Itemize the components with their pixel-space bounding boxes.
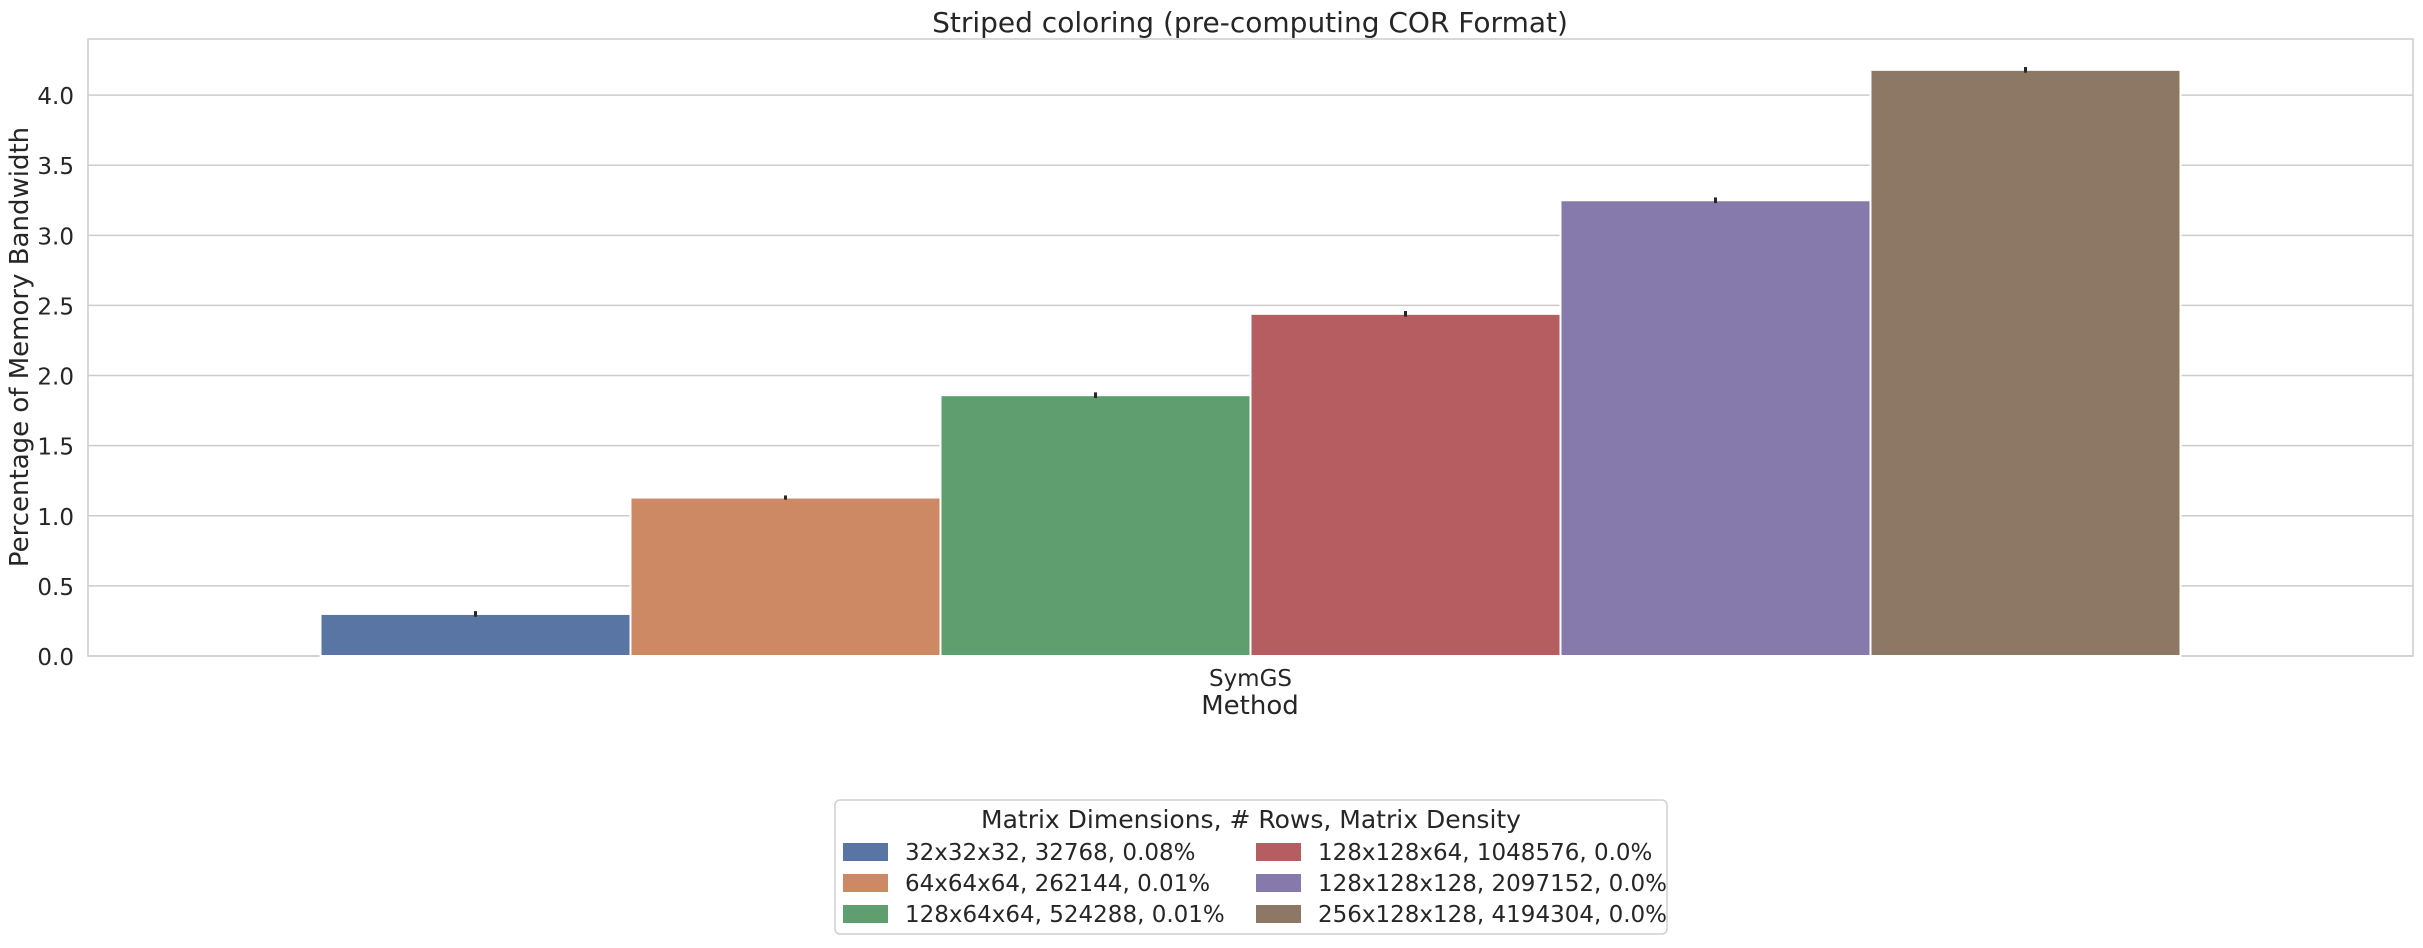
y-tick-label: 0.0 <box>37 645 74 671</box>
legend-items: 32x32x32, 32768, 0.08% 64x64x64, 262144, … <box>843 840 1667 928</box>
y-tick-label: 0.5 <box>37 575 74 601</box>
bar <box>1869 68 2182 658</box>
legend-swatch <box>1256 843 1301 861</box>
legend-label: 32x32x32, 32768, 0.08% <box>905 840 1196 866</box>
y-axis-label: Percentage of Memory Bandwidth <box>5 127 35 567</box>
legend: Matrix Dimensions, # Rows, Matrix Densit… <box>834 799 1668 935</box>
y-tick-label: 4.0 <box>37 84 74 110</box>
legend-swatch <box>843 843 888 861</box>
chart-title: Striped coloring (pre-computing COR Form… <box>932 6 1568 39</box>
x-tick-label: SymGS <box>1209 666 1292 692</box>
legend-label: 128x128x64, 1048576, 0.0% <box>1318 840 1652 866</box>
legend-swatch <box>843 874 888 892</box>
x-axis-label: Method <box>1201 691 1299 721</box>
bar <box>1559 199 1872 658</box>
legend-label: 64x64x64, 262144, 0.01% <box>905 871 1210 897</box>
bar <box>939 394 1252 657</box>
legend-title: Matrix Dimensions, # Rows, Matrix Densit… <box>981 805 1521 834</box>
y-tick-label: 1.5 <box>37 435 74 461</box>
bars-layer <box>319 68 2182 658</box>
legend-swatch <box>843 905 888 923</box>
legend-frame <box>834 799 1668 935</box>
legend-swatch <box>1256 905 1301 923</box>
y-tick-label: 2.0 <box>37 365 74 391</box>
x-ticks-layer: SymGS <box>1209 666 1292 692</box>
y-tick-label: 1.0 <box>37 505 74 531</box>
y-tick-label: 3.0 <box>37 224 74 250</box>
legend-label: 128x128x128, 2097152, 0.0% <box>1318 871 1667 897</box>
legend-swatch <box>1256 874 1301 892</box>
y-tick-label: 2.5 <box>37 294 74 320</box>
y-tick-label: 3.5 <box>37 154 74 180</box>
legend-label: 128x64x64, 524288, 0.01% <box>905 902 1225 928</box>
bar <box>1249 312 1562 657</box>
error-bars-layer <box>474 67 2027 617</box>
y-ticks-layer: 0.0 0.5 1.0 1.5 2.0 2.5 3.0 3.5 4.0 <box>37 84 74 671</box>
bar <box>319 612 632 658</box>
legend-label: 256x128x128, 4194304, 0.0% <box>1318 902 1667 928</box>
bar <box>629 496 942 657</box>
